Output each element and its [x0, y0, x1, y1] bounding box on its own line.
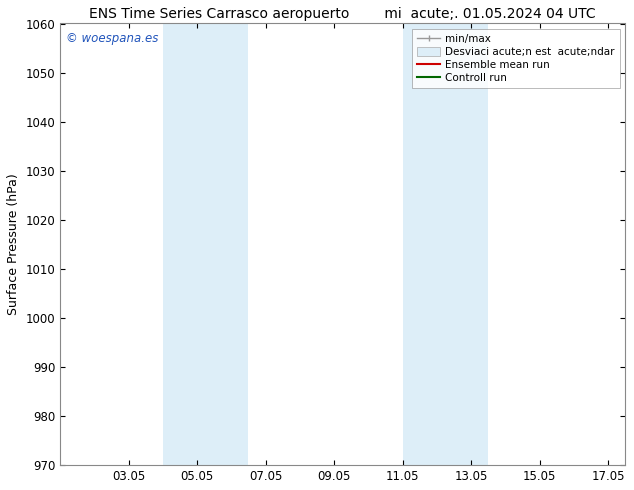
Legend: min/max, Desviaci acute;n est  acute;ndar, Ensemble mean run, Controll run: min/max, Desviaci acute;n est acute;ndar…	[412, 29, 620, 89]
Y-axis label: Surface Pressure (hPa): Surface Pressure (hPa)	[7, 173, 20, 315]
Bar	[163, 24, 249, 465]
Title: ENS Time Series Carrasco aeropuerto        mi  acute;. 01.05.2024 04 UTC: ENS Time Series Carrasco aeropuerto mi a…	[89, 7, 596, 21]
Bar	[403, 24, 488, 465]
Text: © woespana.es: © woespana.es	[66, 32, 158, 46]
